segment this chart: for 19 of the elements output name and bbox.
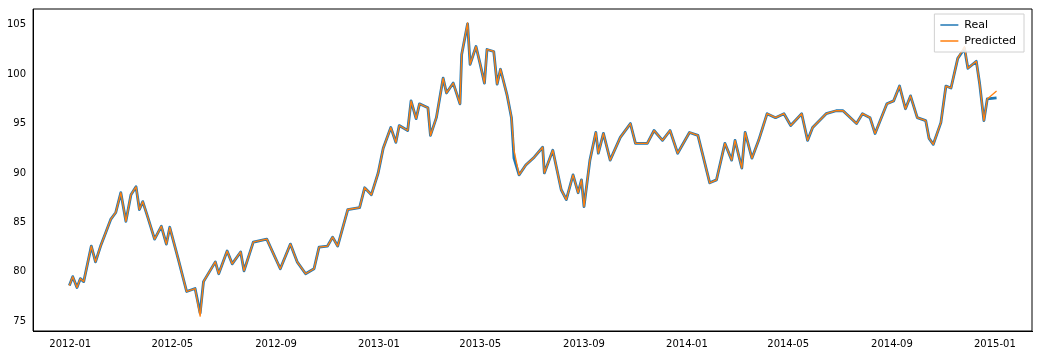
y-tick-label: 75 — [13, 314, 27, 326]
legend-label: Real — [964, 17, 989, 31]
x-tick-label: 2013-05 — [459, 337, 502, 349]
x-tick-label: 2012-05 — [151, 337, 194, 349]
y-tick-label: 80 — [13, 265, 27, 277]
y-tick-label: 90 — [13, 166, 27, 178]
x-tick-label: 2013-01 — [358, 337, 400, 349]
x-tick-label: 2012-01 — [49, 337, 92, 349]
x-tick-label: 2014-05 — [767, 337, 810, 349]
x-tick-label: 2015-01 — [973, 337, 1016, 349]
y-tick-label: 85 — [13, 215, 27, 227]
legend-label: Predicted — [964, 33, 1016, 47]
y-tick-label: 100 — [6, 67, 27, 79]
x-tick-label: 2014-01 — [666, 337, 708, 349]
x-tick-label: 2012-09 — [255, 337, 297, 349]
x-tick-label: 2014-09 — [871, 337, 913, 349]
y-tick-label: 105 — [6, 18, 27, 30]
x-tick-label: 2013-09 — [563, 337, 605, 349]
y-tick-label: 95 — [13, 117, 27, 129]
